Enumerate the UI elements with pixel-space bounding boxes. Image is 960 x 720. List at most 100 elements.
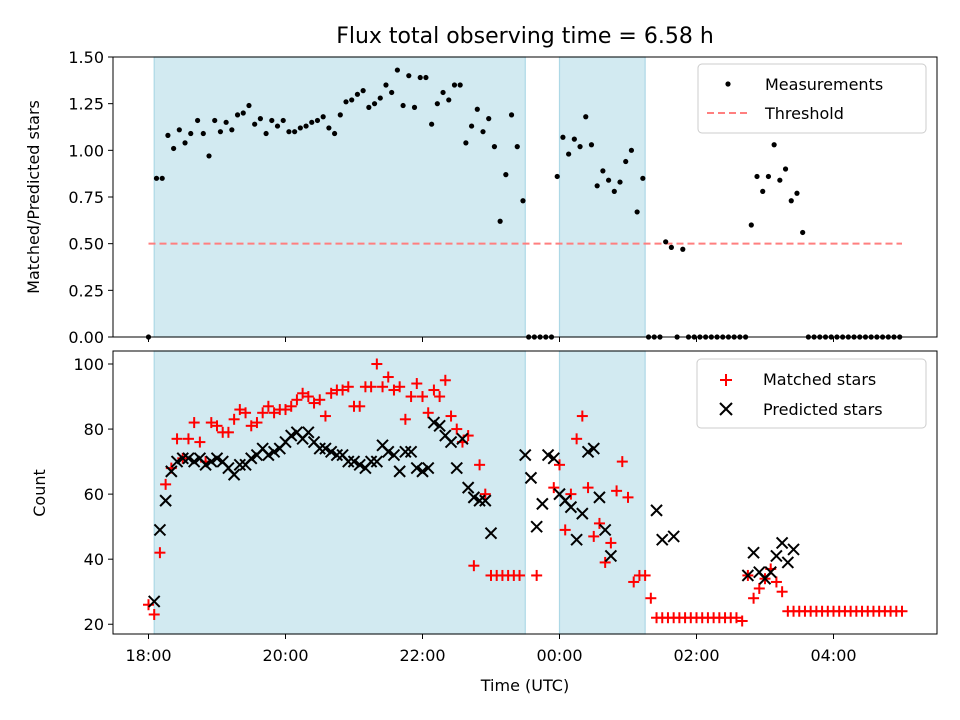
matched-star-point (319, 410, 331, 422)
matched-star-point (571, 433, 583, 445)
predicted-star-point (205, 455, 218, 468)
predicted-star-point (456, 432, 469, 446)
measurement-point (503, 172, 509, 178)
legend-predicted-label: Predicted stars (763, 400, 883, 419)
matched-star-point (736, 615, 748, 627)
measurement-point (617, 179, 623, 185)
y-tick-label: 40 (84, 550, 104, 569)
x-tick-label: 18:00 (125, 646, 171, 665)
measurement-point (171, 145, 177, 152)
top-x-ticks (148, 337, 834, 342)
matched-star-point (394, 381, 406, 393)
matched-star-point (240, 407, 252, 419)
predicted-star-point (581, 445, 595, 459)
predicted-star-point (564, 500, 578, 514)
measurement-point (240, 110, 246, 116)
predicted-star-point (342, 455, 355, 468)
predicted-star-point (650, 504, 663, 517)
measurement-point (468, 123, 475, 129)
predicted-star-point (764, 565, 777, 579)
predicted-star-point (148, 595, 161, 608)
matched-star-point (182, 433, 194, 445)
y-tick-label: 80 (84, 420, 104, 439)
measurement-point (206, 153, 212, 159)
x-axis-label: Time (UTC) (480, 676, 569, 695)
measurement-point (754, 173, 760, 180)
measurement-point (394, 67, 400, 73)
measurement-point (560, 134, 566, 140)
measurement-point (182, 140, 188, 146)
matched-star-point (611, 485, 623, 497)
matched-star-point (434, 391, 446, 403)
predicted-star-point (404, 445, 418, 459)
chart-title: Flux total observing time = 6.58 h (336, 24, 714, 49)
predicted-star-point (199, 458, 212, 472)
measurement-point (634, 209, 640, 215)
measurement-point (400, 102, 406, 109)
matched-star-point (302, 391, 314, 403)
predicted-star-point (593, 491, 606, 504)
measurement-point (263, 130, 269, 137)
predicted-star-point (233, 458, 247, 472)
matched-stars-series (143, 358, 908, 627)
matched-star-point (291, 394, 303, 406)
bottom-legend: Matched stars Predicted stars (696, 358, 927, 429)
matched-star-point (211, 420, 223, 432)
measurement-point (343, 99, 349, 105)
measurement-point (314, 117, 321, 124)
x-tick-label: 02:00 (673, 646, 719, 665)
measurement-point (423, 74, 429, 81)
measurement-point (297, 125, 303, 131)
y-tick-label: 0.25 (68, 281, 104, 300)
measurement-point (200, 130, 206, 137)
predicted-star-point (427, 416, 441, 429)
measurement-point (680, 246, 686, 252)
predicted-star-point (393, 465, 406, 478)
measurement-point (234, 112, 241, 118)
predicted-star-point (461, 481, 475, 494)
predicted-star-point (656, 533, 669, 546)
matched-star-point (548, 482, 560, 494)
measurement-point (320, 114, 326, 120)
measurement-point (800, 229, 806, 236)
predicted-star-point (570, 533, 583, 546)
matched-star-point (285, 400, 297, 412)
measurement-point (309, 119, 315, 125)
measurement-point (217, 129, 224, 135)
matched-star-point (468, 560, 480, 572)
matched-star-point (251, 417, 263, 429)
bottom-axes-frame (112, 350, 938, 635)
matched-star-point (405, 391, 417, 403)
predicted-star-point (353, 458, 366, 472)
measurement-point (771, 142, 777, 148)
measurement-point (257, 116, 263, 122)
predicted-star-point (330, 448, 344, 462)
matched-star-point (222, 426, 234, 438)
matched-star-point (205, 417, 217, 429)
measurement-point (252, 121, 258, 127)
legend-predicted-marker (719, 402, 733, 416)
measurement-point (566, 151, 572, 157)
matched-star-point (382, 371, 394, 383)
measurement-point (794, 190, 800, 196)
top-legend-box (697, 63, 927, 134)
predicted-star-point (450, 461, 463, 475)
matched-star-point (565, 488, 577, 500)
measurement-point (354, 91, 361, 97)
measurement-point (176, 127, 182, 133)
measurement-point (640, 175, 646, 181)
measurement-point (583, 114, 589, 120)
predicted-star-point (267, 445, 281, 459)
predicted-star-point (159, 494, 172, 507)
matched-star-point (479, 488, 491, 500)
measurement-point (153, 175, 160, 181)
matched-star-point (154, 547, 166, 559)
matched-star-point (422, 407, 434, 419)
matched-star-point (576, 410, 588, 422)
predicted-star-point (324, 445, 338, 459)
predicted-star-point (319, 442, 332, 455)
matched-star-point (639, 569, 651, 581)
measurement-point (508, 112, 515, 118)
measurement-point (377, 95, 383, 101)
measurement-point (349, 97, 355, 103)
